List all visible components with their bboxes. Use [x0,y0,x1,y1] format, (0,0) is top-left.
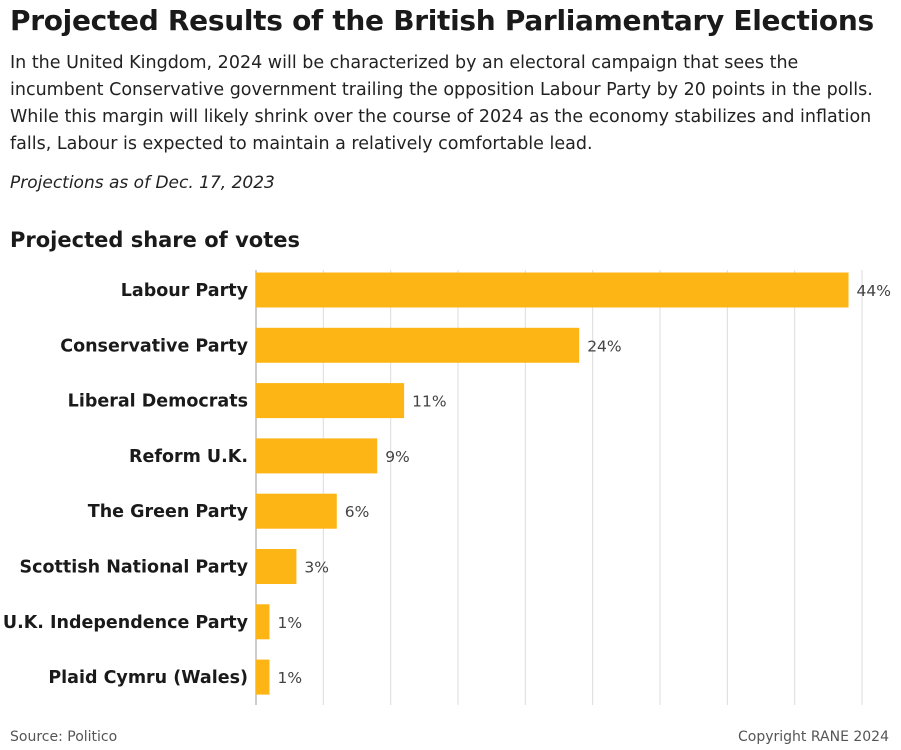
projection-note: Projections as of Dec. 17, 2023 [10,173,275,193]
bar [256,272,849,308]
category-label: Conservative Party [60,336,248,356]
data-label: 6% [345,503,370,521]
bar-chart: Labour Party 44% Conservative Party 24% Libe… [3,270,891,705]
category-label: Liberal Democrats [68,392,248,412]
bar [256,549,297,584]
bar [256,383,405,419]
category-label: Scottish National Party [20,558,249,578]
bar [256,438,378,474]
category-label: Labour Party [121,281,249,301]
bar [256,327,580,363]
chart-title: Projected share of votes [10,228,300,252]
data-label: 24% [587,337,621,355]
chart-main-title: Projected Results of the British Parliam… [10,4,874,37]
bar [256,604,270,640]
chart-description: In the United Kingdom, 2024 will be char… [10,53,873,154]
category-label: The Green Party [88,502,249,522]
bar [256,659,270,695]
data-label: 9% [385,448,410,466]
copyright-note: Copyright RANE 2024 [738,729,889,745]
source-note: Source: Politico [10,729,118,745]
category-label: Plaid Cymru (Wales) [48,668,248,688]
data-label: 44% [857,282,891,300]
data-label: 1% [277,614,302,632]
bar [256,493,337,529]
category-label: Reform U.K. [129,447,248,467]
data-label: 11% [412,393,446,411]
category-label: U.K. Independence Party [3,613,249,633]
data-label: 1% [277,669,302,687]
data-label: 3% [304,559,329,577]
